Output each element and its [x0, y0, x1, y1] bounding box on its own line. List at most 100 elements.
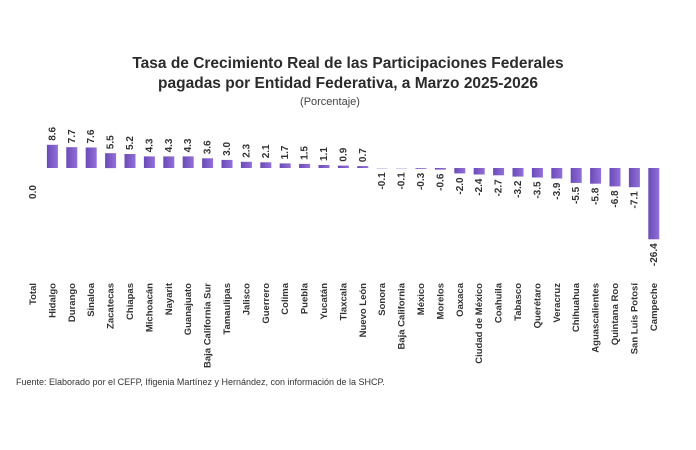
category-label-19: Baja California: [397, 282, 408, 349]
category-label-15: Yucatán: [319, 283, 330, 320]
value-label-15: 1.1: [319, 147, 330, 161]
bar-9: [202, 158, 214, 168]
category-label-22: Oaxaca: [455, 282, 466, 317]
value-label-13: 1.7: [280, 145, 291, 159]
bar-15: [318, 165, 330, 168]
value-label-19: -0.1: [397, 172, 408, 190]
value-label-28: -5.5: [571, 186, 582, 204]
category-label-18: Sonora: [377, 282, 388, 315]
value-label-17: 0.7: [358, 148, 369, 162]
bar-24: [493, 168, 505, 176]
bars-layer: [46, 144, 660, 240]
category-label-26: Querétaro: [532, 283, 543, 329]
bar-2: [66, 147, 78, 168]
category-label-21: Morelos: [435, 283, 446, 319]
category-labels-layer: Total Hidalgo Durango Sinaloa Zacatecas Chiap…: [28, 282, 660, 368]
value-label-20: -0.3: [416, 172, 427, 190]
bar-30: [609, 168, 621, 187]
bar-25: [512, 168, 524, 177]
chart-title: Tasa de Crecimiento Real de las Particip…: [0, 54, 696, 94]
bar-8: [182, 156, 194, 168]
category-label-0: Total: [28, 283, 39, 305]
chart-title-line-1: Tasa de Crecimiento Real de las Particip…: [132, 55, 564, 72]
category-label-5: Chiapas: [125, 283, 136, 320]
category-label-25: Tabasco: [513, 283, 524, 321]
bar-7: [163, 156, 175, 168]
value-label-22: -2.0: [455, 177, 466, 195]
category-label-11: Jalisco: [241, 283, 252, 315]
category-label-31: San Luis Potosí: [629, 283, 640, 355]
category-label-28: Chihuahua: [571, 282, 582, 332]
value-label-6: 4.3: [144, 138, 155, 152]
value-label-12: 2.1: [261, 144, 272, 158]
category-label-1: Hidalgo: [47, 283, 58, 318]
category-label-30: Quintana Roo: [610, 283, 621, 345]
chart-subtitle: (Porcentaje): [300, 96, 360, 108]
value-label-0: 0.0: [28, 185, 39, 199]
bar-12: [260, 162, 272, 168]
bar-29: [590, 168, 602, 184]
category-label-2: Durango: [67, 283, 78, 322]
category-label-12: Guerrero: [261, 283, 272, 324]
bar-26: [531, 168, 543, 178]
value-label-10: 3.0: [222, 142, 233, 156]
category-label-20: México: [416, 283, 427, 315]
bar-28: [570, 168, 582, 183]
bar-23: [473, 168, 485, 175]
value-label-32: -26.4: [649, 243, 660, 266]
value-label-11: 2.3: [241, 143, 252, 157]
value-label-21: -0.6: [435, 173, 446, 191]
value-label-8: 4.3: [183, 138, 194, 152]
value-label-24: -2.7: [494, 179, 505, 197]
bar-16: [337, 165, 349, 168]
bar-27: [551, 168, 563, 179]
chart-title-line-2: pagadas por Entidad Federativa, a Marzo …: [158, 75, 538, 92]
value-label-7: 4.3: [164, 138, 175, 152]
value-label-26: -3.5: [532, 181, 543, 199]
value-labels-layer: 0.0 8.6 7.7 7.6 5.5 5.2 4.3 4.3 4.3 3.6 3.0 2.3 2.1 1…: [28, 126, 660, 266]
bar-6: [143, 156, 155, 168]
source-note: Fuente: Elaborado por el CEFP, Ifigenia …: [16, 377, 385, 387]
category-label-32: Campeche: [649, 283, 660, 331]
value-label-1: 8.6: [47, 126, 58, 140]
value-label-30: -6.8: [610, 190, 621, 208]
bar-21: [434, 168, 446, 170]
value-label-2: 7.7: [67, 129, 78, 143]
category-label-9: Baja California Sur: [203, 283, 214, 368]
category-label-24: Coahuila: [494, 282, 505, 323]
bar-13: [279, 163, 291, 168]
value-label-4: 5.5: [106, 135, 117, 149]
value-label-31: -7.1: [629, 191, 640, 209]
category-label-16: Tlaxcala: [338, 282, 349, 320]
category-label-17: Nuevo León: [358, 283, 369, 338]
bar-4: [105, 153, 117, 169]
category-label-6: Michoacán: [144, 283, 155, 332]
bar-14: [299, 163, 311, 168]
category-label-10: Tamaulipas: [222, 283, 233, 335]
category-label-4: Zacatecas: [106, 283, 117, 329]
value-label-27: -3.9: [552, 182, 563, 200]
value-label-3: 7.6: [86, 129, 97, 143]
category-label-14: Puebla: [300, 282, 311, 314]
category-label-8: Guanajuato: [183, 283, 194, 335]
category-label-7: Nayarit: [164, 282, 175, 315]
category-label-3: Sinaloa: [86, 282, 97, 317]
bar-17: [357, 166, 369, 168]
bar-20: [415, 168, 427, 169]
value-label-25: -3.2: [513, 180, 524, 198]
bar-32: [648, 168, 660, 240]
value-label-29: -5.8: [591, 187, 602, 205]
value-label-5: 5.2: [125, 136, 136, 150]
value-label-9: 3.6: [203, 140, 214, 154]
bar-11: [240, 161, 252, 168]
bar-5: [124, 154, 136, 168]
bar-10: [221, 159, 233, 168]
category-label-13: Colima: [280, 282, 291, 314]
value-label-18: -0.1: [377, 172, 388, 190]
value-label-14: 1.5: [300, 146, 311, 160]
category-label-29: Aguascalientes: [591, 283, 602, 353]
bar-31: [628, 168, 640, 188]
bar-3: [85, 147, 97, 168]
bar-22: [454, 168, 466, 174]
